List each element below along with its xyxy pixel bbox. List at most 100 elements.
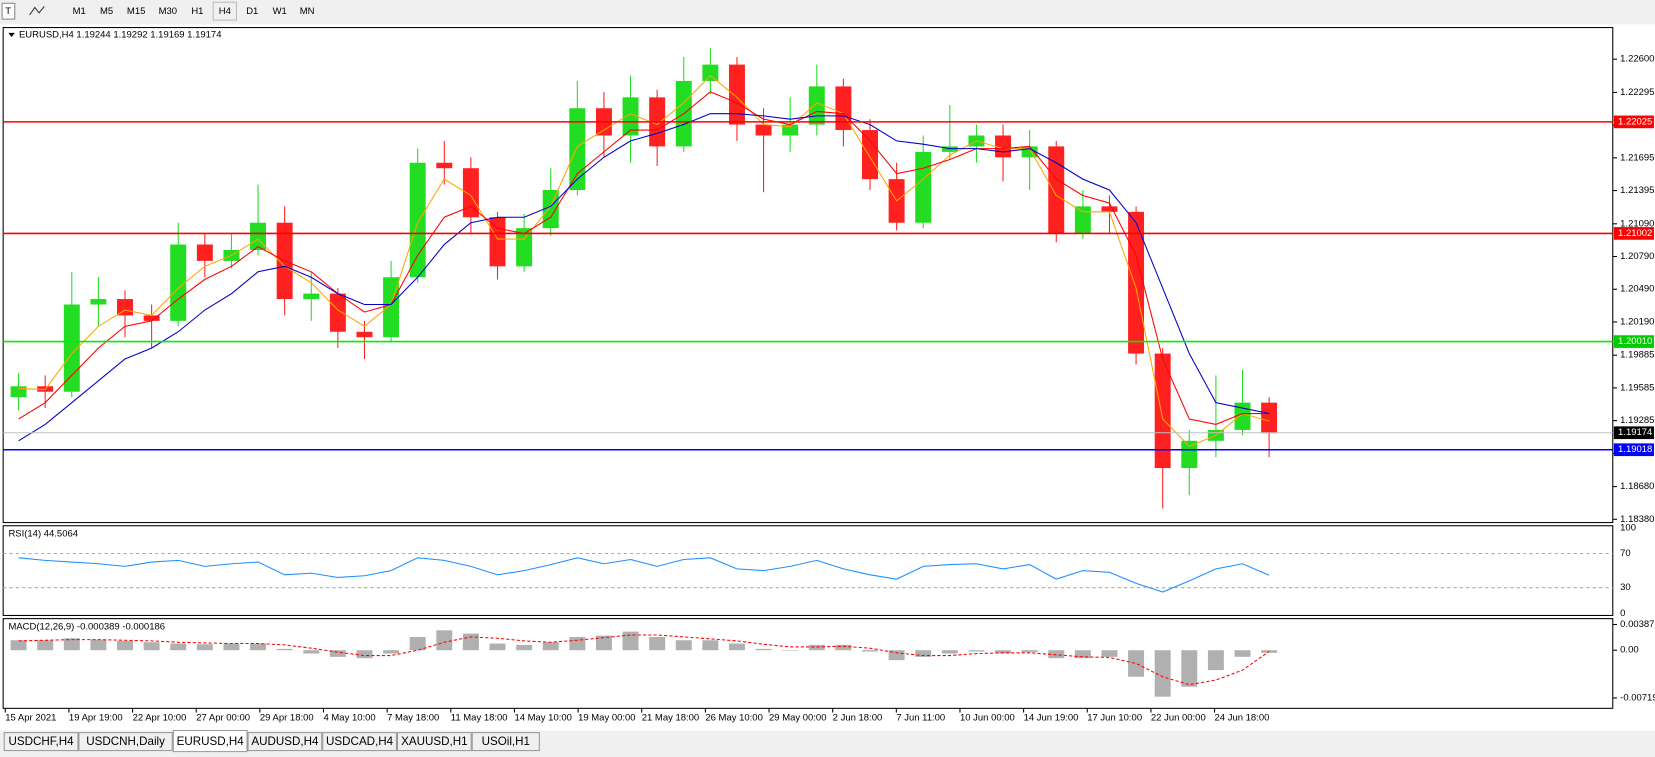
x-tick-label: 14 May 10:00 bbox=[514, 712, 571, 723]
candle-body bbox=[462, 168, 479, 218]
timeframe-label: M5 bbox=[100, 6, 113, 17]
candle-body bbox=[569, 108, 586, 191]
chart-window bbox=[0, 24, 1655, 732]
timeframe-button[interactable] bbox=[240, 2, 264, 21]
price-level-box bbox=[1613, 115, 1654, 129]
macd-pane bbox=[2, 618, 1614, 709]
macd-title: MACD(12,26,9) -0.000389 -0.000186 bbox=[8, 622, 165, 633]
price-level-box bbox=[1613, 426, 1654, 440]
macd-bar bbox=[10, 640, 27, 651]
x-tick-label: 14 Jun 19:00 bbox=[1024, 712, 1079, 723]
timeframe-button[interactable] bbox=[295, 2, 319, 21]
macd-bar bbox=[329, 650, 346, 657]
macd-bar bbox=[622, 631, 639, 651]
candle-body bbox=[170, 244, 187, 321]
timeframe-label: M15 bbox=[127, 6, 145, 17]
macd-bar bbox=[436, 630, 453, 651]
macd-bar bbox=[223, 643, 240, 651]
candle-body bbox=[808, 86, 825, 125]
macd-bar bbox=[649, 636, 666, 651]
tab[interactable] bbox=[396, 732, 472, 752]
timeframe-label: MN bbox=[300, 6, 315, 17]
candle-body bbox=[90, 299, 107, 305]
tab-label: USOil,H1 bbox=[482, 735, 530, 748]
tab[interactable] bbox=[247, 732, 323, 752]
toolbar-icon[interactable] bbox=[1, 2, 16, 20]
tab[interactable] bbox=[471, 732, 540, 752]
candle-body bbox=[303, 293, 320, 300]
x-tick-label: 22 Apr 10:00 bbox=[133, 712, 187, 723]
macd-bar bbox=[1234, 650, 1251, 657]
main-pane bbox=[2, 27, 1614, 524]
y-tick-label: 1.21695 bbox=[1620, 152, 1654, 163]
x-tick-label: 21 May 18:00 bbox=[642, 712, 699, 723]
y-tick-label: 1.21395 bbox=[1620, 185, 1654, 196]
y-tick-label: 1.18680 bbox=[1620, 481, 1654, 492]
y-tick-label: 1.19285 bbox=[1620, 415, 1654, 426]
x-tick-label: 26 May 10:00 bbox=[705, 712, 762, 723]
candle-body bbox=[915, 151, 932, 223]
timeframe-button[interactable] bbox=[268, 2, 292, 21]
menu-arrow[interactable] bbox=[8, 32, 15, 38]
macd-bar bbox=[356, 650, 373, 659]
macd-bar bbox=[941, 650, 958, 654]
macd-tick-label: -0.007195 bbox=[1620, 692, 1655, 703]
moving-average bbox=[18, 113, 1270, 442]
macd-bar bbox=[1128, 650, 1145, 677]
macd-bar bbox=[462, 633, 479, 651]
x-tick-label: 29 May 00:00 bbox=[769, 712, 826, 723]
macd-bar bbox=[542, 642, 559, 651]
x-tick-label: 7 May 18:00 bbox=[387, 712, 439, 723]
timeframe-button[interactable] bbox=[67, 2, 91, 21]
price-level-label: 1.22025 bbox=[1618, 116, 1652, 127]
candle-body bbox=[542, 190, 559, 229]
timeframe-label: W1 bbox=[273, 6, 287, 17]
macd-bar bbox=[303, 650, 320, 654]
y-tick-label: 1.21090 bbox=[1620, 218, 1654, 229]
candle-body bbox=[329, 293, 346, 332]
price-level-box bbox=[1613, 335, 1654, 348]
y-tick-label: 1.20490 bbox=[1620, 284, 1654, 295]
x-tick-label: 19 Apr 19:00 bbox=[69, 712, 123, 723]
macd-bar bbox=[90, 639, 107, 651]
price-level-label: 1.19018 bbox=[1618, 444, 1652, 455]
moving-average bbox=[18, 74, 1270, 447]
macd-bar bbox=[995, 650, 1012, 654]
candle-body bbox=[755, 124, 772, 136]
timeframe-button[interactable] bbox=[154, 2, 182, 21]
y-tick-label: 1.20190 bbox=[1620, 316, 1654, 327]
macd-bar bbox=[1181, 650, 1198, 687]
tab[interactable] bbox=[172, 729, 248, 753]
price-level-box bbox=[1613, 227, 1654, 240]
macd-bar bbox=[675, 640, 692, 651]
price-level-label: 1.21002 bbox=[1618, 228, 1652, 239]
y-tick-label: 1.19885 bbox=[1620, 350, 1654, 361]
candle-body bbox=[1048, 146, 1065, 234]
timeframe-button[interactable] bbox=[122, 2, 150, 21]
tab[interactable] bbox=[78, 732, 173, 752]
tab-label: EURUSD,H4 bbox=[177, 735, 245, 748]
macd-bar bbox=[808, 644, 825, 651]
candle-body bbox=[196, 244, 213, 261]
timeframe-button[interactable] bbox=[94, 2, 119, 21]
macd-bar bbox=[63, 638, 80, 651]
timeframe-button[interactable] bbox=[185, 2, 209, 21]
timeframe-button[interactable] bbox=[212, 1, 237, 21]
tab-label: AUDUSD,H4 bbox=[251, 735, 319, 748]
rsi-tick-label: 70 bbox=[1620, 548, 1631, 559]
macd-bar bbox=[143, 642, 160, 651]
candle-body bbox=[702, 64, 719, 81]
macd-tick-label: 0.003873 bbox=[1620, 619, 1655, 630]
toolbar-icon[interactable] bbox=[29, 6, 45, 16]
tab[interactable] bbox=[322, 732, 397, 752]
macd-bar bbox=[1207, 650, 1224, 671]
macd-bar bbox=[835, 644, 852, 651]
tab[interactable] bbox=[3, 732, 79, 752]
macd-bar bbox=[728, 643, 745, 651]
price-level-box bbox=[1613, 443, 1654, 457]
candle-body bbox=[728, 64, 745, 125]
candle-body bbox=[782, 124, 799, 136]
macd-bar bbox=[276, 648, 293, 651]
